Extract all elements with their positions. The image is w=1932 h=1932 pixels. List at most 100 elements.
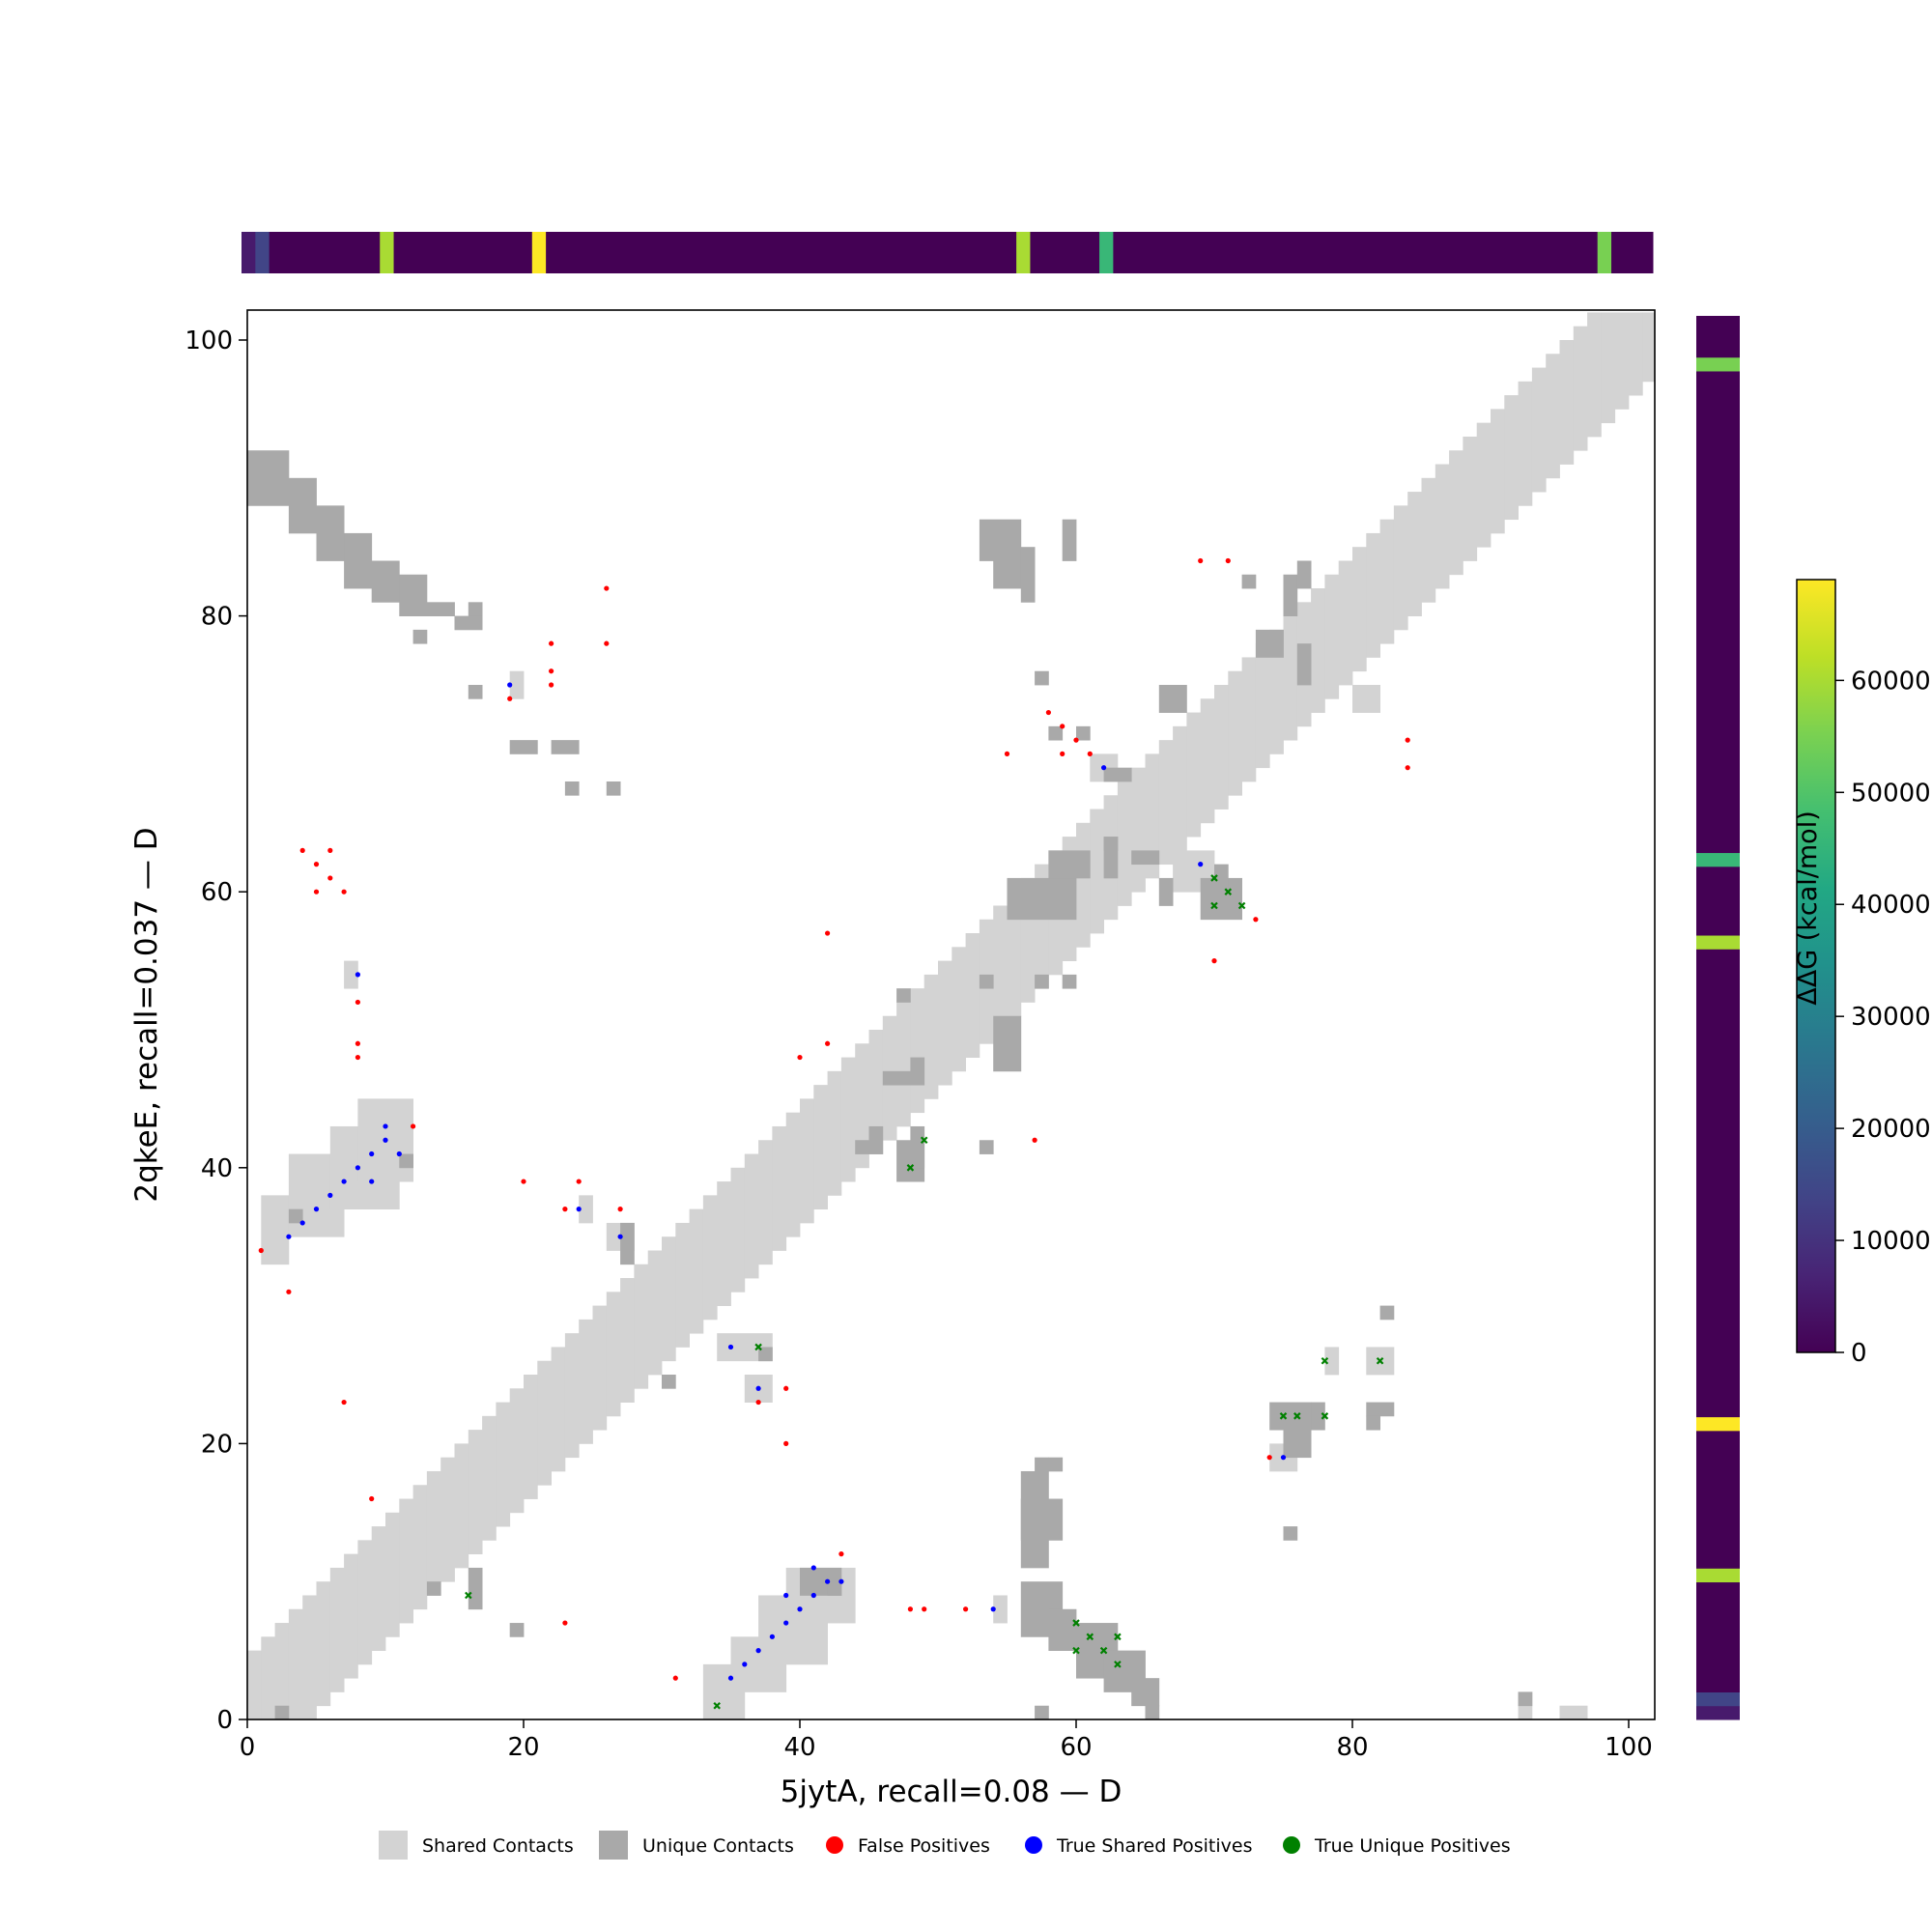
shared-contact-cell — [634, 1264, 649, 1389]
shared-contact-cell — [329, 1567, 345, 1692]
ddg-track-segment — [546, 232, 1017, 273]
unique-contact-cell — [896, 988, 911, 1003]
shared-contact-cell — [412, 1485, 428, 1610]
false-positive-point — [549, 682, 554, 688]
true-shared-positives-layer — [286, 682, 1287, 1681]
shared-contact-cell — [1463, 436, 1478, 561]
legend-swatch — [379, 1831, 408, 1860]
ddg-track-segment — [1611, 232, 1654, 273]
shared-contact-cell — [1601, 312, 1616, 424]
false-positive-point — [604, 585, 610, 591]
true-shared-positive-point — [617, 1234, 623, 1239]
unique-contact-cell — [620, 1222, 635, 1265]
shared-contact-cell — [1352, 685, 1380, 713]
shared-contact-cell — [717, 1691, 731, 1719]
unique-contact-cell — [1379, 1305, 1395, 1321]
true-shared-positive-point — [355, 1165, 360, 1171]
ddg-track-segment — [1696, 1581, 1740, 1693]
shared-contact-cell — [1324, 574, 1340, 699]
unique-contact-cell — [288, 1208, 303, 1224]
unique-contact-cell — [1048, 1457, 1064, 1472]
shared-contact-cell — [1173, 725, 1187, 851]
true-shared-positive-point — [838, 1578, 844, 1584]
false-positive-point — [755, 1399, 761, 1406]
shared-contact-cell — [385, 1512, 400, 1637]
true-shared-positive-point — [727, 1675, 734, 1681]
shared-contact-cell — [1007, 892, 1022, 1017]
unique-contact-cell — [426, 1581, 441, 1596]
shared-contact-cell — [896, 1002, 911, 1127]
ddg-track-segment — [1696, 852, 1740, 867]
false-positive-point — [1405, 737, 1410, 743]
ddg-colorbar: 0 10000 20000 30000 40000 50000 60000 ΔΔG (kca… — [1793, 579, 1931, 1368]
true-shared-positive-point — [341, 1179, 347, 1184]
false-positive-point — [783, 1385, 789, 1391]
unique-contact-cell — [606, 781, 621, 796]
shared-contact-cell — [772, 1125, 787, 1251]
false-positive-point — [313, 862, 320, 867]
unique-contact-cell — [882, 1070, 911, 1086]
shared-contact-cell — [579, 1319, 593, 1444]
shared-contact-cell — [923, 974, 939, 1099]
unique-contact-cell — [412, 629, 428, 644]
unique-contact-cell — [1296, 643, 1312, 686]
ddg-track-segment — [1099, 232, 1114, 273]
shared-contact-cell — [357, 1540, 373, 1665]
true-shared-positive-point — [286, 1234, 292, 1239]
unique-contact-cell — [1062, 974, 1077, 989]
false-positive-point — [258, 1247, 264, 1254]
y-tick-label: 40 — [201, 1154, 233, 1183]
shared-contact-cell — [454, 1443, 469, 1569]
legend: Shared Contacts Unique Contacts False Posi… — [379, 1831, 1511, 1860]
unique-contact-cell — [509, 740, 538, 754]
shared-contact-cell — [1518, 381, 1533, 506]
y-tick-label: 100 — [185, 327, 233, 355]
true-shared-positive-point — [369, 1151, 375, 1157]
true-shared-positive-point — [825, 1578, 831, 1584]
true-unique-positive-point — [1279, 1412, 1288, 1420]
unique-contact-cell — [910, 1125, 925, 1169]
unique-contact-cell — [979, 519, 1022, 561]
unique-contact-cell — [1103, 767, 1132, 782]
false-positive-point — [1060, 751, 1065, 757]
shared-contact-cell — [537, 1360, 552, 1486]
unique-contact-cell — [1048, 1608, 1077, 1651]
true-unique-positive-point — [1210, 874, 1218, 882]
true-unique-positive-point — [1114, 1661, 1122, 1668]
shared-contact-cell — [1559, 340, 1575, 465]
shared-contact-cell — [1145, 753, 1160, 879]
shared-contact-cell — [274, 1623, 290, 1719]
ddg-track-segment — [1696, 949, 1740, 1418]
y-axis-label: 2qkeE, recall=0.037 — D — [129, 827, 164, 1202]
true-shared-positive-point — [727, 1344, 734, 1350]
shared-contact-cell — [344, 960, 358, 989]
true-unique-positive-point — [1237, 901, 1246, 910]
shared-contact-cell — [371, 1526, 386, 1651]
shared-contact-cell — [1546, 354, 1560, 479]
shared-contact-cell — [744, 1153, 759, 1279]
unique-contact-cell — [316, 505, 345, 561]
unique-contact-cell — [1035, 670, 1049, 686]
colorbar-tick-label: 50000 — [1851, 779, 1931, 808]
shared-contact-cell — [840, 1057, 856, 1182]
x-tick-label: 100 — [1605, 1733, 1653, 1762]
colorbar-ticks: 0 10000 20000 30000 40000 50000 60000 — [1835, 667, 1931, 1368]
ddg-track-segment — [1016, 232, 1031, 273]
unique-contact-cell — [1035, 974, 1049, 989]
false-positive-point — [604, 640, 610, 646]
colorbar-tick-label: 20000 — [1851, 1115, 1931, 1144]
shared-contact-cell — [524, 1375, 538, 1499]
legend-label: Shared Contacts — [422, 1835, 574, 1857]
true-shared-positive-point — [1101, 765, 1107, 771]
shared-contact-cell — [316, 1581, 331, 1707]
true-shared-positive-point — [327, 1192, 333, 1198]
unique-contact-cell — [1048, 850, 1091, 879]
shared-contact-cell — [813, 1085, 828, 1210]
false-positive-point — [549, 668, 554, 674]
shared-contact-cell — [675, 1222, 690, 1348]
true-shared-positive-point — [742, 1662, 748, 1667]
unique-contact-cell — [399, 1153, 413, 1169]
unique-contact-cell — [1035, 1457, 1049, 1472]
unique-contact-cell — [993, 560, 1022, 589]
x-tick-label: 40 — [783, 1733, 815, 1762]
